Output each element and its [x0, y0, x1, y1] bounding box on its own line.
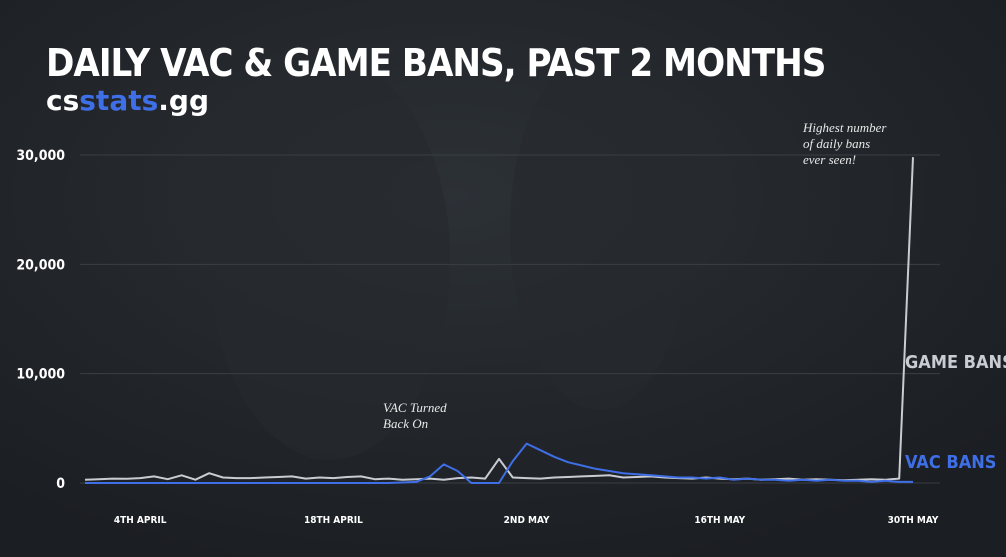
- logo-part: cs: [46, 84, 79, 117]
- legend-label: GAME BANS: [905, 352, 1006, 373]
- logo-part: .gg: [158, 84, 209, 117]
- annotation: Highest number: [802, 120, 887, 135]
- logo-part: stats: [79, 84, 158, 117]
- series-line: [85, 442, 913, 484]
- y-tick-label: 30,000: [16, 148, 65, 164]
- y-tick-label: 20,000: [16, 257, 65, 273]
- chart-title: DAILY VAC & GAME BANS, PAST 2 MONTHS: [46, 41, 825, 85]
- annotation: VAC Turned: [383, 400, 447, 415]
- x-tick-label: 16TH MAY: [694, 515, 745, 526]
- background-figure: [210, 60, 450, 460]
- x-tick-label: 4TH APRIL: [114, 515, 167, 526]
- x-tick-label: 18TH APRIL: [304, 515, 363, 526]
- y-tick-label: 0: [56, 476, 65, 492]
- annotation: of daily bans: [803, 136, 870, 151]
- annotation: Back On: [383, 416, 428, 431]
- y-tick-label: 10,000: [16, 367, 65, 383]
- background-figure: [510, 50, 690, 410]
- x-tick-label: 2ND MAY: [504, 515, 550, 526]
- x-tick-label: 30TH MAY: [888, 515, 939, 526]
- annotation: ever seen!: [803, 152, 856, 167]
- logo: csstats.gg: [46, 84, 209, 117]
- legend-label: VAC BANS: [905, 452, 996, 473]
